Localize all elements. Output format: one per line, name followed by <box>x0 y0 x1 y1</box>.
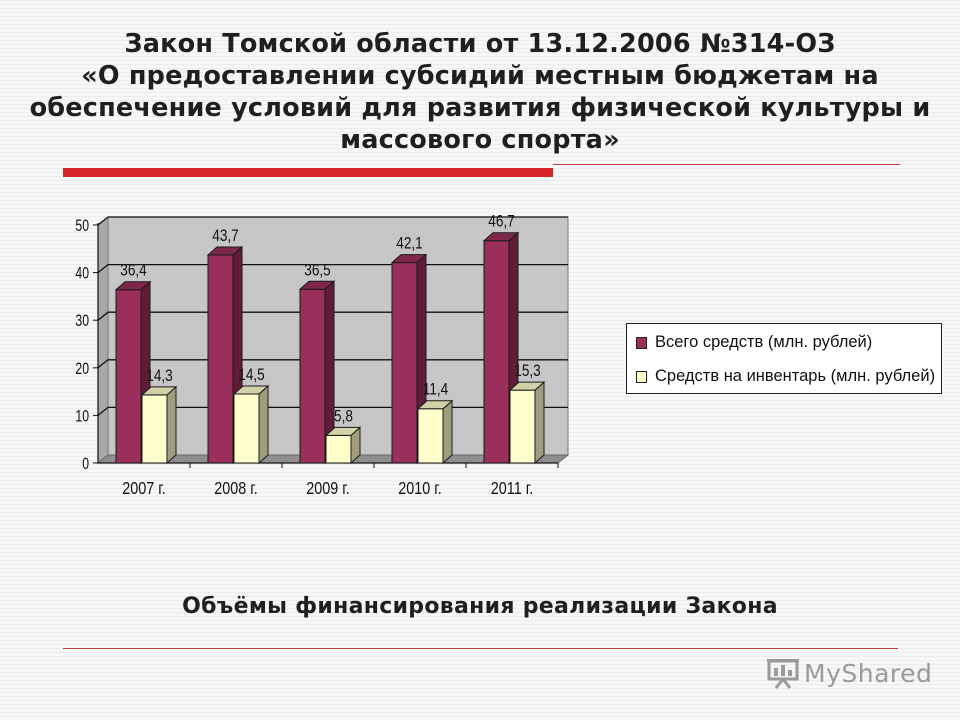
x-tick-label: 2007 г. <box>122 479 165 499</box>
plot-side-wall <box>97 215 109 465</box>
bar-equipment-top <box>416 400 454 410</box>
data-label: 36,5 <box>304 261 330 280</box>
title-line-4: массового спорта» <box>340 125 620 155</box>
bar-total-top <box>390 254 428 264</box>
legend-swatch-equipment <box>636 370 647 383</box>
title-line-3: обеспечение условий для развития физичес… <box>29 93 931 123</box>
bar-total-top <box>206 246 244 256</box>
bottom-rule <box>63 648 898 649</box>
bar-total <box>115 289 142 464</box>
bar-total <box>483 240 510 464</box>
legend-label-equipment: Средств на инвентарь (млн. рублей) <box>655 367 936 385</box>
gridline <box>97 216 568 226</box>
data-label: 42,1 <box>396 234 422 253</box>
legend-item-equipment: Средств на инвентарь (млн. рублей) <box>636 367 935 386</box>
slide-title: Закон Томской области от 13.12.2006 №314… <box>10 28 950 156</box>
bar-total-top <box>298 280 336 290</box>
watermark: MyShared <box>766 656 932 690</box>
data-label: 36,4 <box>120 261 147 280</box>
data-label: 11,4 <box>423 380 449 399</box>
bar-equipment-side <box>166 385 177 465</box>
bar-equipment-top <box>324 426 362 436</box>
x-tick-label: 2008 г. <box>214 479 257 499</box>
x-tick-label: 2011 г. <box>491 479 533 499</box>
bar-total-top <box>114 281 152 291</box>
data-label: 15,3 <box>514 362 540 381</box>
y-tick-label: 50 <box>75 217 89 235</box>
chart-caption: Объёмы финансирования реализации Закона <box>182 594 778 619</box>
bar-total <box>391 262 418 464</box>
legend-swatch-total <box>636 336 647 349</box>
data-label: 14,3 <box>146 367 172 386</box>
bar-total <box>207 254 234 464</box>
chart-legend: Всего средств (млн. рублей) Средств на и… <box>626 323 942 394</box>
data-label: 14,5 <box>238 366 264 385</box>
data-label: 43,7 <box>212 227 238 246</box>
data-label: 46,7 <box>488 212 514 231</box>
bar-equipment <box>325 434 352 464</box>
bar-equipment <box>233 393 260 464</box>
accent-rule-thin <box>553 164 900 165</box>
legend-item-total: Всего средств (млн. рублей) <box>636 333 872 352</box>
y-tick-label: 0 <box>82 455 89 473</box>
y-tick-label: 20 <box>75 360 89 378</box>
bar-equipment-top <box>508 381 546 391</box>
x-tick-label: 2010 г. <box>398 479 441 499</box>
bar-equipment <box>417 408 444 464</box>
data-label: 5,8 <box>334 407 353 426</box>
watermark-text: MyShared <box>804 658 933 688</box>
x-tick-label: 2009 г. <box>306 479 349 499</box>
bar-total <box>299 288 326 464</box>
bar-equipment <box>509 389 536 464</box>
y-tick-label: 40 <box>75 265 89 283</box>
accent-rule-thick <box>63 168 553 177</box>
bar-equipment-side <box>258 384 269 465</box>
bar-equipment-top <box>140 386 178 396</box>
y-tick-label: 10 <box>75 408 89 426</box>
y-tick-label: 30 <box>75 312 89 330</box>
title-line-2: «О предоставлении субсидий местным бюдже… <box>81 61 879 91</box>
bar-equipment-side <box>442 399 453 465</box>
bar-equipment-side <box>534 381 545 465</box>
bar-equipment <box>141 394 168 464</box>
title-line-1: Закон Томской области от 13.12.2006 №314… <box>124 29 836 59</box>
bar-equipment-top <box>232 385 270 395</box>
presentation-board-icon <box>767 659 799 689</box>
bar-total-top <box>482 232 520 242</box>
legend-label-total: Всего средств (млн. рублей) <box>655 333 873 351</box>
